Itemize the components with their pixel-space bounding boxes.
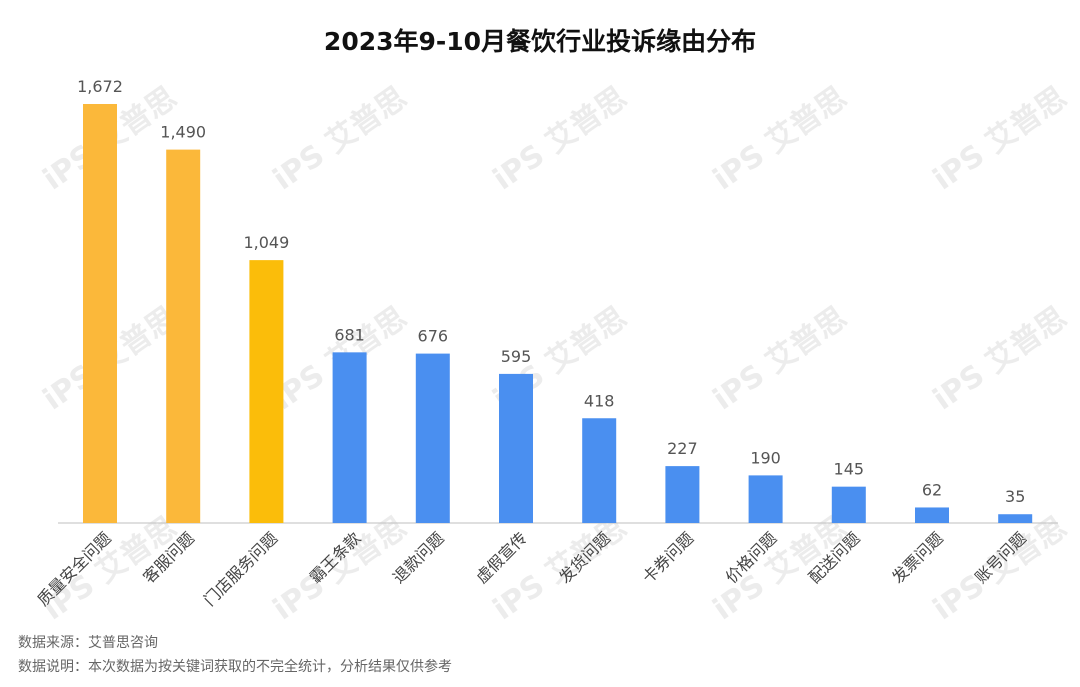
data-description-note: 数据说明：本次数据为按关键词获取的不完全统计，分析结果仅供参考 [18,659,452,675]
bar-value-label-4: 676 [418,327,449,346]
data-source-note: 数据来源：艾普思咨询 [18,635,158,651]
bar-value-label-0: 1,672 [77,77,123,96]
bar-4 [415,353,450,523]
watermark-logo: iPS 艾普思 [927,300,1073,417]
chart-title: 2023年9-10月餐饮行业投诉缘由分布 [323,27,757,56]
watermark-logo: iPS 艾普思 [267,510,413,627]
bar-value-label-10: 62 [922,480,942,499]
bar-2 [249,260,284,523]
watermark-logo: iPS 艾普思 [267,80,413,197]
bar-value-label-2: 1,049 [243,233,289,252]
watermark-logo: iPS 艾普思 [707,300,853,417]
watermark-logo: iPS 艾普思 [927,80,1073,197]
bar-0 [83,104,117,523]
watermark-logo: iPS 艾普思 [707,80,853,197]
bar-value-label-11: 35 [1005,487,1025,506]
bar-value-label-1: 1,490 [160,123,206,142]
bar-3 [332,352,367,523]
bar-7 [665,466,700,523]
bar-6 [582,418,617,523]
x-tick-label-7: 卡券问题 [639,528,698,587]
bar-9 [831,486,866,523]
bar-11 [998,514,1033,523]
bar-8 [748,475,783,523]
bar-value-label-5: 595 [501,347,532,366]
bar-value-label-3: 681 [334,325,365,344]
bar-10 [915,507,949,523]
bar-value-label-7: 227 [667,439,698,458]
bar-value-label-9: 145 [834,460,865,479]
watermark-logo: iPS 艾普思 [487,80,633,197]
bar-value-label-6: 418 [584,391,615,410]
bar-1 [166,149,201,523]
bar-value-label-8: 190 [750,448,781,467]
x-tick-label-10: 发票问题 [888,528,947,587]
bar-5 [499,373,533,523]
